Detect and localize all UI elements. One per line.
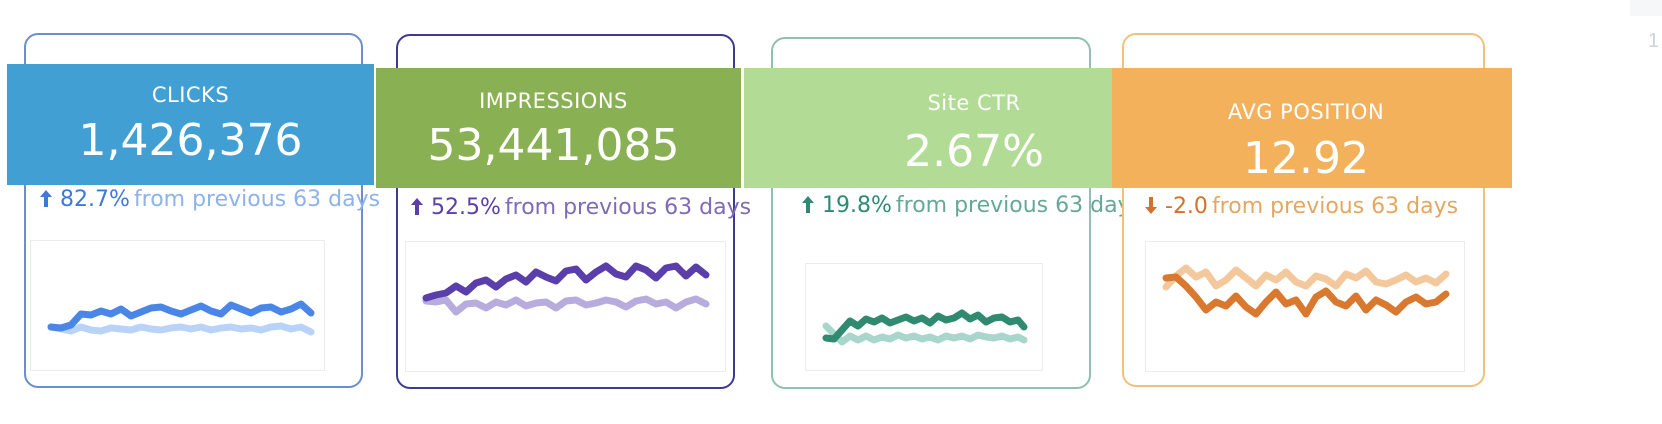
clicks-current-line — [47, 300, 315, 332]
impressions-sparkline-svg — [422, 262, 710, 316]
site-ctr-label: Site CTR — [927, 91, 1021, 115]
impressions-sparkline — [405, 241, 726, 372]
site-ctr-delta: 19.8% from previous 63 days — [800, 193, 1142, 218]
site-ctr-sparkline — [805, 263, 1043, 371]
clicks-label: CLICKS — [151, 83, 230, 107]
clicks-sparkline — [30, 240, 325, 371]
avg-position-change-text: from previous 63 days — [1211, 194, 1459, 219]
clicks-header: CLICKS 1,426,376 — [7, 64, 374, 185]
clicks-value: 1,426,376 — [78, 115, 303, 166]
avg-position-header: AVG POSITION 12.92 — [1112, 68, 1512, 188]
avg-position-sparkline — [1145, 241, 1465, 372]
scroll-edge — [1630, 0, 1662, 16]
edge-text: 1 — [1648, 30, 1660, 52]
clicks-sparkline-svg — [47, 300, 315, 336]
avg-position-sparkline-svg — [1162, 264, 1450, 318]
avg-position-delta: -2.0 from previous 63 days — [1143, 194, 1458, 219]
impressions-header: IMPRESSIONS 53,441,085 — [376, 68, 741, 188]
avg-position-previous-line — [1162, 264, 1450, 291]
impressions-previous-line — [422, 295, 710, 316]
clicks-previous-line — [47, 322, 315, 336]
impressions-change-text: from previous 63 days — [504, 195, 752, 220]
avg-position-label: AVG POSITION — [1227, 100, 1385, 124]
site-ctr-change-text: from previous 63 days — [895, 193, 1143, 218]
site-ctr-sparkline-svg — [822, 309, 1028, 346]
clicks-delta: 82.7% from previous 63 days — [38, 187, 380, 212]
arrow-up-icon — [38, 187, 54, 209]
avg-position-value: 12.92 — [1243, 133, 1369, 184]
site-ctr-value: 2.67% — [904, 126, 1044, 177]
impressions-delta: 52.5% from previous 63 days — [409, 195, 751, 220]
arrow-up-icon — [409, 195, 425, 217]
avg-position-change: -2.0 — [1165, 194, 1208, 219]
site-ctr-header: Site CTR 2.67% — [744, 68, 1114, 188]
site-ctr-current-line — [822, 309, 1028, 343]
clicks-change-text: from previous 63 days — [133, 187, 381, 212]
impressions-value: 53,441,085 — [427, 120, 680, 171]
site-ctr-previous-line — [822, 322, 1028, 346]
impressions-change: 52.5% — [431, 195, 501, 220]
clicks-change: 82.7% — [60, 187, 130, 212]
impressions-label: IMPRESSIONS — [479, 89, 628, 113]
impressions-current-line — [422, 262, 710, 302]
arrow-up-icon — [800, 193, 816, 215]
arrow-down-icon — [1143, 194, 1159, 216]
site-ctr-change: 19.8% — [822, 193, 892, 218]
avg-position-current-line — [1162, 273, 1450, 318]
